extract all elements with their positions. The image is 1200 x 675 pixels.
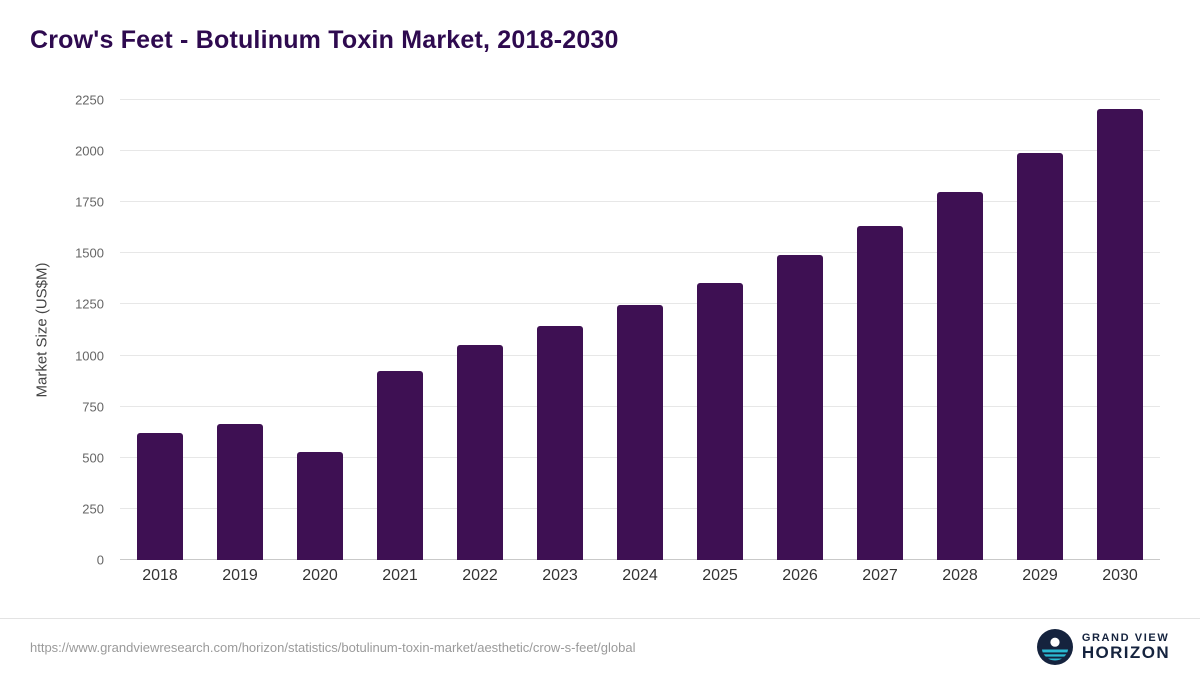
x-tick-label-2023: 2023 [542,567,578,584]
bar-2025 [697,282,743,560]
bar-2026 [777,255,823,560]
x-tick-label-2024: 2024 [622,567,658,584]
gridline-2250 [120,99,1160,100]
plot-area [120,99,1160,560]
y-tick-label-1500: 1500 [75,245,104,261]
y-tick-label-0: 0 [96,552,104,568]
bar-slot-2028 [920,100,1000,560]
x-tick-label-2020: 2020 [302,567,338,584]
gridline-2000 [120,150,1160,152]
bar-2021 [377,370,423,560]
bar-2024 [617,305,663,560]
bar-slot-2025 [680,100,760,560]
bar-2018 [137,433,183,560]
y-tick-label-2000: 2000 [75,143,104,159]
footer: https://www.grandviewresearch.com/horizo… [0,618,1200,675]
bar-slot-2021 [360,100,440,560]
bar-2023 [537,325,583,560]
x-tick-label-2022: 2022 [462,567,498,584]
x-tick-label-2025: 2025 [702,567,738,584]
y-tick-label-2250: 2250 [75,92,104,108]
logo-text: GRAND VIEW HORIZON [1082,632,1170,663]
x-axis: 2018 2019 2020 2021 2022 2023 2024 2025 2026 2027… [120,567,1160,585]
y-tick-label-1750: 1750 [75,194,104,210]
bar-slot-2026 [760,100,840,560]
y-tick-label-1250: 1250 [75,296,104,312]
x-tick-label-2021: 2021 [382,567,418,584]
x-tick-label-2027: 2027 [862,567,898,584]
logo-horizon: HORIZON [1081,642,1170,662]
y-axis: 0 250 500 750 1000 1250 1500 1750 2000 2250 [0,93,112,568]
gridline-1250 [120,303,1160,305]
y-tick-label-1000: 1000 [75,348,104,364]
bar-slot-2022 [440,100,520,560]
bar-2030 [1097,109,1143,560]
bar-2028 [937,192,983,560]
bar-slot-2030 [1080,100,1160,560]
y-tick-label-250: 250 [82,501,104,517]
y-tick-label-500: 500 [82,450,104,466]
bar-2019 [217,424,263,560]
source-url: https://www.grandviewresearch.com/horizo… [30,639,636,655]
bar-series [120,100,1160,560]
bar-slot-2027 [840,100,920,560]
x-tick-label-2019: 2019 [222,567,258,584]
x-tick-label-2028: 2028 [942,567,978,584]
bar-slot-2029 [1000,100,1080,560]
y-tick-label-750: 750 [82,399,104,415]
bar-slot-2018 [120,100,200,560]
gridline-1500 [120,252,1160,254]
chart-title: Crow's Feet - Botulinum Toxin Market, 20… [30,26,619,54]
bar-slot-2019 [200,100,280,560]
x-tick-label-2029: 2029 [1022,567,1058,584]
x-tick-label-2026: 2026 [782,567,818,584]
grand-view-horizon-logo: GRAND VIEW HORIZON [1036,629,1170,665]
x-tick-label-2030: 2030 [1102,567,1138,584]
x-tick-label-2018: 2018 [142,567,178,584]
logo-grand-view: GRAND VIEW [1081,631,1170,644]
bar-slot-2024 [600,100,680,560]
bar-slot-2023 [520,100,600,560]
horizon-logo-icon [1036,629,1073,665]
bar-2027 [857,225,903,560]
gridline-1750 [120,201,1160,203]
bar-2020 [297,451,343,560]
bar-2029 [1017,153,1063,560]
bar-2022 [457,345,503,560]
bar-slot-2020 [280,100,360,560]
